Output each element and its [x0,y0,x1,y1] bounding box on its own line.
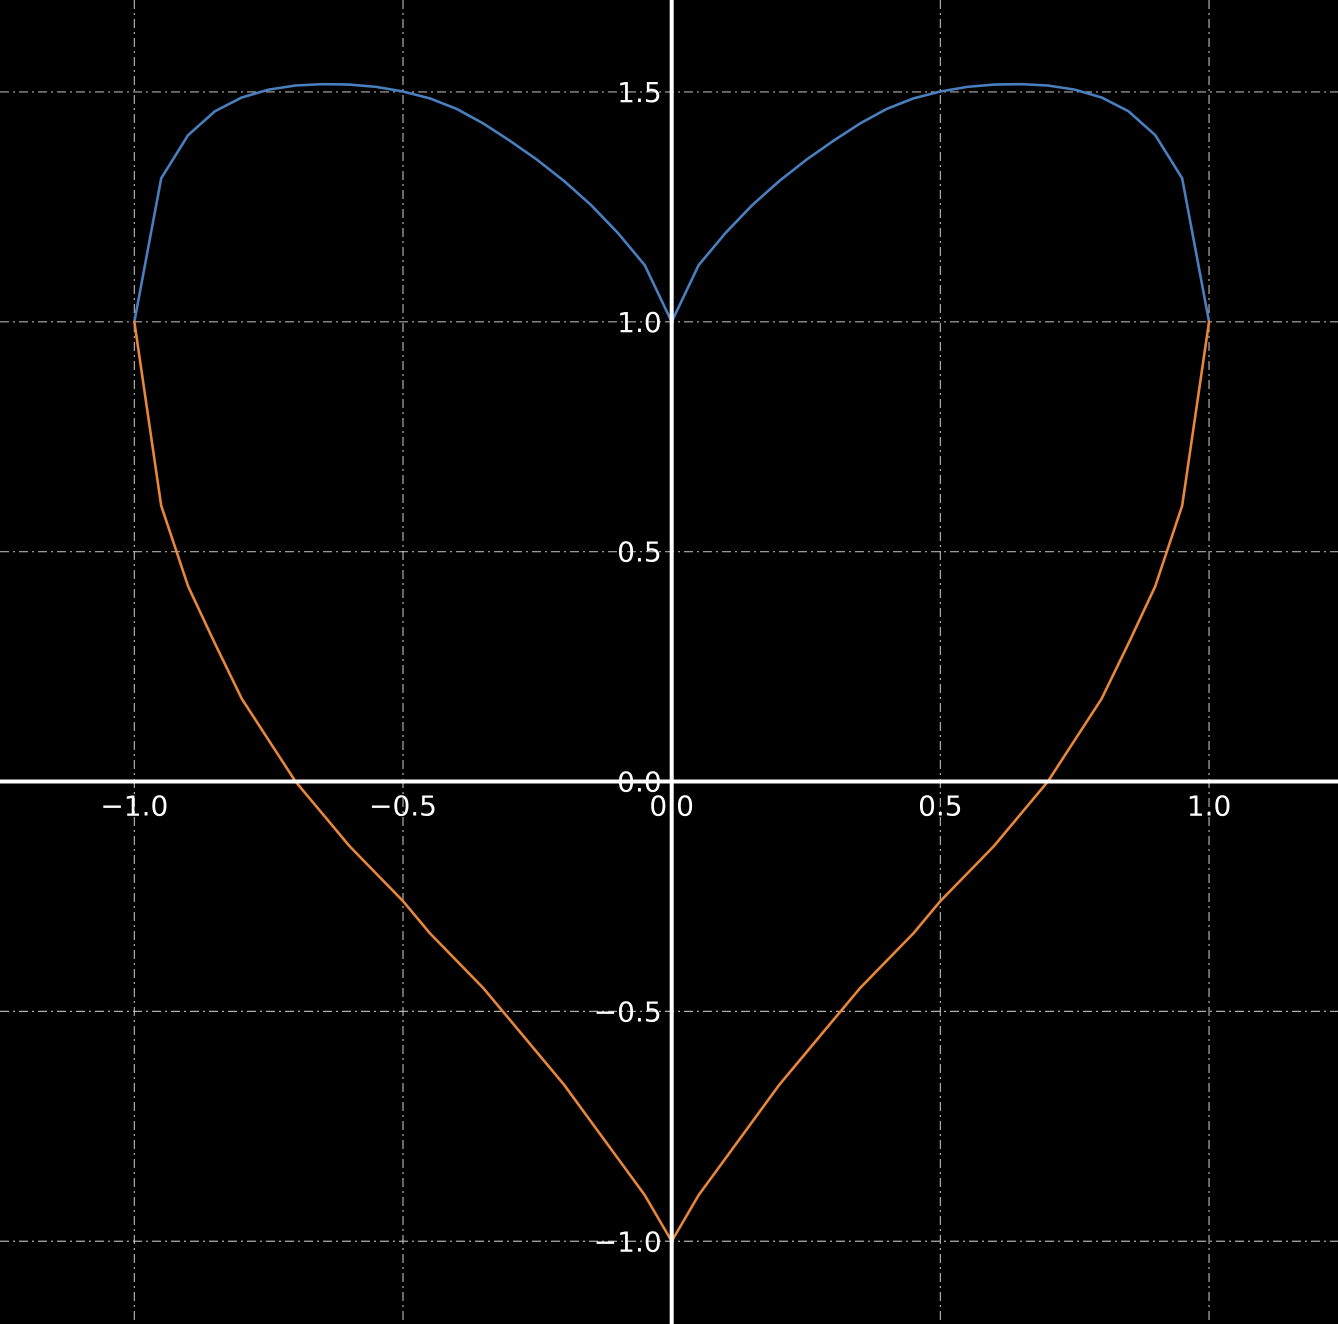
x-tick-label-0: −1.0 [100,790,168,823]
x-tick-label-3: 0.5 [918,790,963,823]
y-tick-label-3: 0.5 [617,536,662,569]
y-tick-label-5: 1.5 [617,76,662,109]
y-tick-label-2: 0.0 [617,766,662,799]
y-tick-label-1: −0.5 [594,995,662,1028]
x-tick-label-2: 0.0 [649,790,694,823]
x-tick-label-1: −0.5 [369,790,437,823]
tick-labels: −1.0 −0.5 0.0 0.5 1.0 −1.0 −0.5 0.0 0.5 1.0 1.5 [100,76,1231,1258]
x-tick-label-4: 1.0 [1187,790,1232,823]
y-tick-label-4: 1.0 [617,306,662,339]
y-tick-label-0: −1.0 [594,1225,662,1258]
